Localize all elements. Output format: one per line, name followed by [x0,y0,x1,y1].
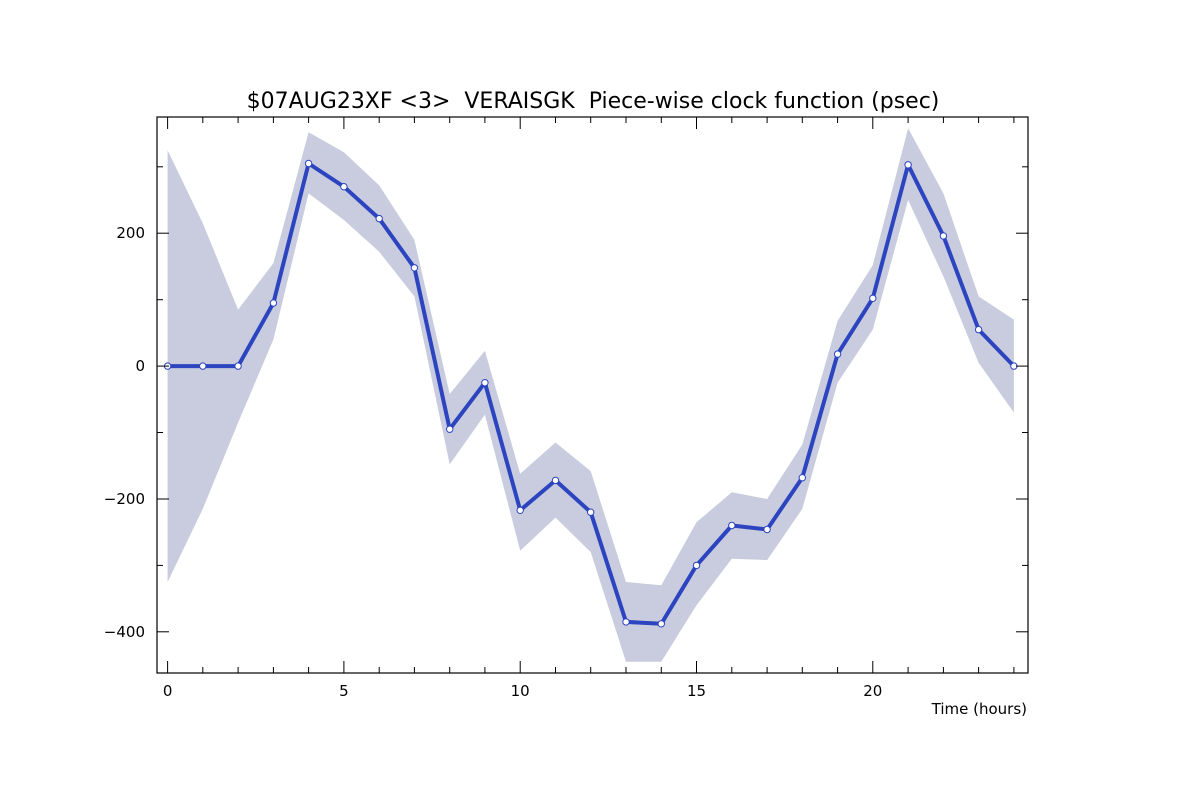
axis-tick-labels: 0 5 10 15 20 −400 −200 0 200 [104,224,883,700]
data-point [446,425,454,433]
x-tick-label: 10 [511,682,530,700]
data-point [587,508,595,516]
data-point [622,618,630,626]
data-point [551,476,560,485]
uncertainty-band [167,128,1014,662]
data-point [340,183,348,191]
plot-frame [156,116,1029,674]
y-tick-label: −400 [104,623,145,641]
data-point [375,214,383,223]
data-point [304,159,313,168]
data-point [692,561,701,570]
data-point [728,521,736,530]
x-tick-label: 20 [863,682,882,700]
data-point [904,161,912,169]
data-point [516,506,524,514]
y-tick-label: 200 [116,224,145,242]
x-tick-label: 0 [163,682,173,700]
data-point [798,474,806,482]
data-point [410,264,419,272]
data-point [763,525,771,534]
data-point [974,325,983,334]
y-tick-label: −200 [104,490,145,508]
axis-ticks [157,117,1028,673]
chart-title: $07AUG23XF <3> VERAISGK Piece-wise clock… [247,89,940,114]
data-point-layer [163,159,1018,628]
data-point [234,362,242,370]
x-axis-label: Time (hours) [931,700,1027,718]
y-tick-label: 0 [135,357,145,375]
uncertainty-band-layer [167,128,1014,662]
data-point [869,294,877,302]
data-point [269,299,278,307]
data-point [199,362,207,370]
data-point [657,620,665,628]
x-tick-label: 15 [687,682,706,700]
data-point [481,379,489,387]
data-point [833,350,842,358]
data-point [939,232,948,240]
x-tick-label: 5 [339,682,349,700]
